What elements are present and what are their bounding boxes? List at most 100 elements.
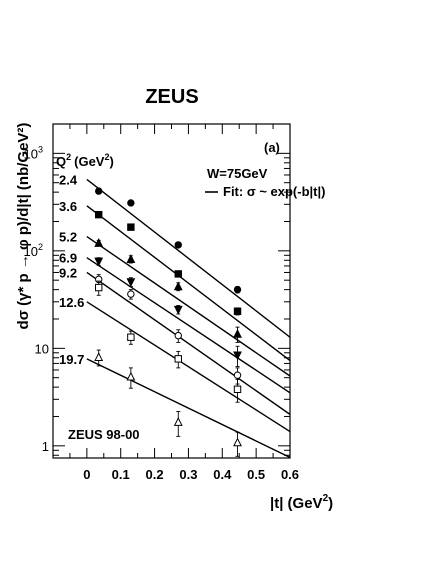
fit-legend-text: Fit: σ ~ exp(-b|t|) [223,184,325,199]
x-axis-label-base: |t| (GeV [270,495,323,512]
marker-circle [174,331,182,340]
fit-line-q2-12-6 [86,301,290,433]
marker-triangle-up [233,328,242,338]
x-tick-label: 0.3 [179,467,197,482]
series-q2-12-6 [95,280,242,403]
y-tick-label: 103 [24,144,43,161]
fit-line-q2-19-7 [86,358,290,458]
q2-header-close: ) [110,154,114,169]
y-tick-label: 10 [35,341,49,356]
marker-triangle-up [173,281,183,291]
x-tick-label: 0 [83,467,90,482]
data-point [126,254,136,264]
x-axis-label: |t| (GeV2) [270,493,333,512]
series-label-q2: 6.9 [59,251,77,266]
marker-circle [127,290,135,298]
data-point [233,326,242,343]
marker-square [95,210,103,219]
series-label-q2: 19.7 [59,352,84,367]
data-point [127,223,135,231]
marker-triangle-up [94,238,104,247]
marker-square [95,283,103,292]
y-tick-label: 1 [42,439,49,454]
marker-circle [233,285,242,294]
fit-line-q2-3-6 [86,205,290,362]
marker-triangle-up [173,417,183,426]
data-point [233,285,242,294]
data-point [174,350,182,369]
q2-header-base: Q [56,154,66,169]
q2-header-unit: (GeV [74,154,105,169]
marker-square [127,333,135,341]
series-q2-19-7 [94,349,242,457]
marker-triangle-up [126,254,136,263]
data-points [94,187,242,457]
x-tick-label: 0.4 [213,467,232,482]
data-point [233,307,242,316]
marker-triangle-up [94,352,104,361]
y-axis-label: dσ (γ* p → φ p)/d|t| (nb/GeV²) [15,123,32,330]
x-tick-label: 0.6 [281,467,299,482]
marker-square [127,223,135,231]
plot-axes: 0 0.1 0.2 0.3 0.4 0.5 0.6 1 10 102 103 [24,123,299,482]
data-point [174,241,182,249]
series-labels: 2.4 3.6 5.2 6.99.2 12.6 19.7 [59,172,84,366]
fit-line-q2-6-9 [86,257,290,394]
data-point [174,270,182,278]
series-q2-5-2 [94,238,242,343]
data-point [94,257,104,267]
data-point [233,378,242,403]
y-tick-label: 102 [24,242,43,259]
marker-triangle-up [126,371,136,381]
x-tick-label: 0.2 [146,467,164,482]
marker-square [233,385,242,393]
data-point [127,199,135,207]
series-q2-3-6 [95,210,242,316]
x-axis-label-close: ) [328,495,333,512]
marker-triangle-down [94,257,104,267]
marker-triangle-down [126,278,136,288]
marker-circle [95,187,103,195]
series-label-q2: 12.6 [59,295,84,310]
data-point [173,411,183,437]
experiment-label: ZEUS 98-00 [68,427,140,442]
fit-line-q2-9-2 [86,271,290,415]
fit-line-q2-2-4 [86,178,290,338]
panel-label: (a) [264,140,280,155]
marker-square [174,355,182,363]
x-tick-label: 0.1 [112,467,130,482]
data-point [95,210,103,219]
marker-circle [174,241,182,249]
data-point [127,330,135,345]
marker-square [233,307,242,315]
marker-triangle-down [233,351,242,361]
series-q2-2-4 [95,187,242,294]
marker-triangle-up [233,437,242,447]
data-point [94,238,104,247]
data-point [127,289,135,300]
series-label-q2: 9.2 [59,265,77,280]
chart-title: ZEUS [145,86,198,108]
x-axis-label-exp: 2 [323,493,329,504]
data-point [173,305,183,315]
q2-header-exp: 2 [66,152,71,162]
marker-circle [127,199,135,207]
data-point [95,280,103,296]
data-point [173,281,183,292]
series-label-q2: 2.4 [59,172,78,187]
energy-label: W=75GeV [207,166,268,181]
data-point [233,431,242,457]
marker-square [174,270,182,278]
series-q2-6-9 [94,257,242,368]
marker-circle [233,371,242,379]
data-point [94,349,104,367]
q2-header: Q2 (GeV2) [56,152,114,169]
data-point [126,277,136,288]
fit-line-q2-5-2 [86,236,290,377]
marker-triangle-down [173,305,183,315]
data-point [126,367,136,389]
data-point [95,187,103,195]
x-tick-label: 0.5 [247,467,265,482]
series-label-q2: 3.6 [59,199,77,214]
